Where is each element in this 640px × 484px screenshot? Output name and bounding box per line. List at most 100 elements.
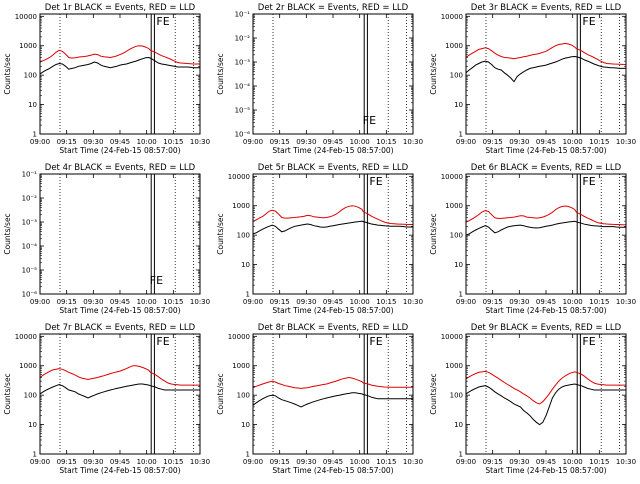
detector-panel-8: Det 8r BLACK = Events, RED = LLD FE 1 10 100… <box>216 323 423 475</box>
x-tick-label: 10:30 <box>190 138 210 146</box>
x-tick-label: 09:45 <box>110 138 130 146</box>
x-tick-label: 09:00 <box>30 298 50 306</box>
y-tick-label: 10⁻⁶ <box>235 131 251 139</box>
panel-title: Det 1r BLACK = Events, RED = LLD <box>45 3 196 13</box>
x-axis-label: Start Time (24-Feb-15 08:57:00) <box>485 466 606 475</box>
y-tick-label: 100 <box>237 392 250 400</box>
fe-annotation: FE <box>582 335 595 348</box>
detector-panel-6: Det 6r BLACK = Events, RED = LLD FE 1 10 100… <box>429 163 636 315</box>
y-tick-label: 1000 <box>232 362 250 370</box>
fe-annotation: FE <box>369 175 382 188</box>
y-tick-label: 10 <box>241 421 250 429</box>
y-tick-label: 10 <box>28 421 37 429</box>
panel-title: Det 7r BLACK = Events, RED = LLD <box>45 323 196 333</box>
y-tick-label: 1000 <box>232 202 250 210</box>
detector-panel-4: Det 4r BLACK = Events, RED = LLD FE 10⁻⁶ 10… <box>3 163 210 315</box>
x-tick-label: 09:30 <box>296 138 316 146</box>
x-tick-label: 09:30 <box>83 298 103 306</box>
y-tick-label: 10 <box>28 101 37 109</box>
x-tick-label: 09:30 <box>83 138 103 146</box>
y-tick-label: 1 <box>33 451 37 459</box>
y-tick-label: 100 <box>450 232 463 240</box>
x-axis-label: Start Time (24-Feb-15 08:57:00) <box>485 146 606 155</box>
series-line-lld <box>465 205 626 226</box>
y-tick-label: 100 <box>24 72 37 80</box>
x-tick-label: 09:45 <box>536 458 556 466</box>
y-tick-label: 10000 <box>441 333 463 341</box>
x-tick-label: 09:15 <box>483 138 503 146</box>
x-tick-label: 10:15 <box>376 138 396 146</box>
detector-panel-5: Det 5r BLACK = Events, RED = LLD FE 1 10 100… <box>216 163 423 315</box>
plot-frame <box>39 333 201 455</box>
y-axis-label: Counts/sec <box>216 373 225 414</box>
y-tick-label: 10 <box>241 261 250 269</box>
series-line-events <box>39 383 200 399</box>
series-line-events <box>465 383 626 426</box>
x-tick-label: 10:00 <box>563 458 583 466</box>
x-axis-label: Start Time (24-Feb-15 08:57:00) <box>59 306 180 315</box>
y-tick-label: 100 <box>450 72 463 80</box>
fe-annotation: FE <box>150 274 163 287</box>
plot-frame <box>252 173 414 295</box>
y-tick-label: 100 <box>237 232 250 240</box>
plot-frame <box>252 333 414 455</box>
x-tick-label: 10:00 <box>563 138 583 146</box>
x-tick-label: 10:00 <box>350 298 370 306</box>
fe-annotation: FE <box>156 335 169 348</box>
series-line-lld <box>465 370 626 405</box>
x-tick-label: 10:00 <box>350 138 370 146</box>
y-axis-label: Counts/sec <box>3 373 12 414</box>
x-tick-label: 09:30 <box>509 138 529 146</box>
x-tick-label: 09:15 <box>270 138 290 146</box>
y-tick-label: 10 <box>454 421 463 429</box>
series-line-lld <box>252 205 413 225</box>
series-line-events <box>252 220 413 235</box>
y-tick-label: 1 <box>246 451 250 459</box>
x-tick-label: 10:30 <box>190 298 210 306</box>
x-tick-label: 09:00 <box>30 458 50 466</box>
fe-annotation: FE <box>156 15 169 28</box>
x-tick-label: 10:00 <box>350 458 370 466</box>
y-tick-label: 10⁻⁵ <box>22 267 38 275</box>
y-tick-label: 10⁻⁴ <box>235 83 251 91</box>
x-tick-label: 10:30 <box>190 458 210 466</box>
y-tick-label: 100 <box>450 392 463 400</box>
plot-frame <box>465 173 627 295</box>
series-line-lld <box>39 365 200 386</box>
plot-frame <box>39 13 201 135</box>
x-tick-label: 09:45 <box>110 458 130 466</box>
y-tick-label: 10⁻¹ <box>22 171 38 179</box>
x-tick-label: 10:30 <box>403 138 423 146</box>
x-tick-label: 09:15 <box>57 458 77 466</box>
panel-title: Det 3r BLACK = Events, RED = LLD <box>471 3 622 13</box>
series-line-events <box>465 55 626 83</box>
y-tick-label: 10⁻³ <box>22 219 38 227</box>
fe-annotation: FE <box>582 175 595 188</box>
x-tick-label: 10:00 <box>137 298 157 306</box>
x-axis-label: Start Time (24-Feb-15 08:57:00) <box>272 466 393 475</box>
x-tick-label: 09:45 <box>323 458 343 466</box>
x-tick-label: 09:15 <box>270 298 290 306</box>
panel-title: Det 4r BLACK = Events, RED = LLD <box>45 163 196 173</box>
x-tick-label: 10:15 <box>589 458 609 466</box>
x-tick-label: 09:00 <box>243 138 263 146</box>
x-tick-label: 09:15 <box>57 298 77 306</box>
y-tick-label: 1000 <box>445 362 463 370</box>
x-tick-label: 09:00 <box>243 458 263 466</box>
y-tick-label: 1 <box>459 131 463 139</box>
x-tick-label: 09:30 <box>509 298 529 306</box>
x-axis-label: Start Time (24-Feb-15 08:57:00) <box>59 466 180 475</box>
y-tick-label: 100 <box>24 392 37 400</box>
x-tick-label: 10:15 <box>376 458 396 466</box>
x-tick-label: 09:00 <box>456 138 476 146</box>
fe-annotation: FE <box>582 15 595 28</box>
x-tick-label: 09:45 <box>110 298 130 306</box>
y-tick-label: 10⁻⁵ <box>235 107 251 115</box>
x-tick-label: 10:15 <box>163 298 183 306</box>
y-tick-label: 1 <box>459 451 463 459</box>
plot-frame <box>465 13 627 135</box>
x-tick-label: 10:00 <box>563 298 583 306</box>
detector-panel-3: Det 3r BLACK = Events, RED = LLD FE 1 10 100… <box>429 3 636 155</box>
